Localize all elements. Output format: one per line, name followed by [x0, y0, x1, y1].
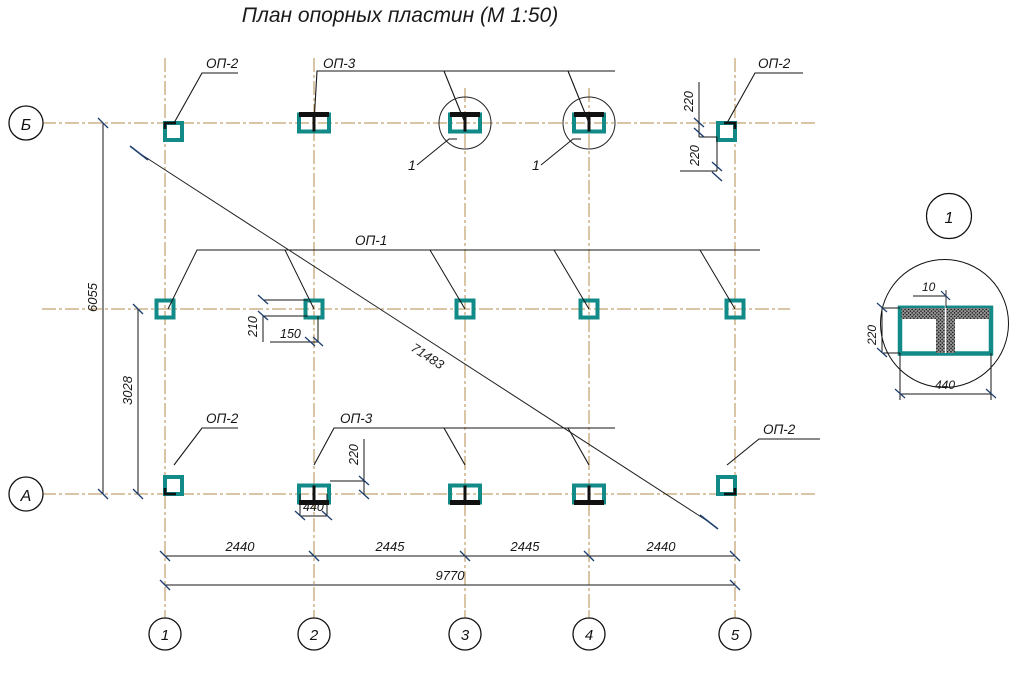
svg-text:2445: 2445	[375, 539, 406, 554]
svg-text:1: 1	[945, 210, 954, 227]
svg-text:220: 220	[347, 444, 361, 466]
svg-text:1: 1	[161, 627, 169, 644]
svg-text:ОП-3: ОП-3	[340, 411, 373, 426]
svg-text:ОП-3: ОП-3	[323, 56, 356, 71]
svg-text:План опорных пластин (М 1:50): План опорных пластин (М 1:50)	[242, 4, 558, 27]
svg-text:1: 1	[532, 157, 540, 173]
svg-text:A: A	[20, 488, 32, 505]
svg-text:4: 4	[585, 627, 593, 644]
svg-text:2440: 2440	[646, 539, 677, 554]
svg-text:5: 5	[731, 627, 740, 644]
svg-text:10: 10	[922, 280, 936, 294]
svg-text:440: 440	[935, 378, 955, 392]
svg-text:9770: 9770	[436, 568, 466, 583]
svg-text:ОП-2: ОП-2	[206, 56, 239, 71]
svg-text:3: 3	[461, 627, 470, 644]
svg-text:ОП-2: ОП-2	[763, 422, 796, 437]
svg-text:220: 220	[688, 145, 702, 167]
svg-text:210: 210	[246, 316, 260, 338]
svg-text:2445: 2445	[510, 539, 541, 554]
svg-text:ОП-1: ОП-1	[355, 233, 387, 248]
svg-text:1: 1	[408, 157, 416, 173]
svg-text:Б: Б	[21, 117, 31, 134]
svg-text:150: 150	[280, 327, 301, 341]
svg-text:440: 440	[303, 500, 324, 514]
svg-text:ОП-2: ОП-2	[206, 411, 239, 426]
svg-text:ОП-2: ОП-2	[758, 56, 791, 71]
svg-text:3028: 3028	[120, 375, 135, 405]
svg-text:2: 2	[309, 627, 319, 644]
svg-text:2440: 2440	[225, 539, 256, 554]
svg-text:220: 220	[865, 325, 879, 346]
svg-text:220: 220	[682, 91, 696, 113]
svg-text:6055: 6055	[85, 282, 100, 312]
